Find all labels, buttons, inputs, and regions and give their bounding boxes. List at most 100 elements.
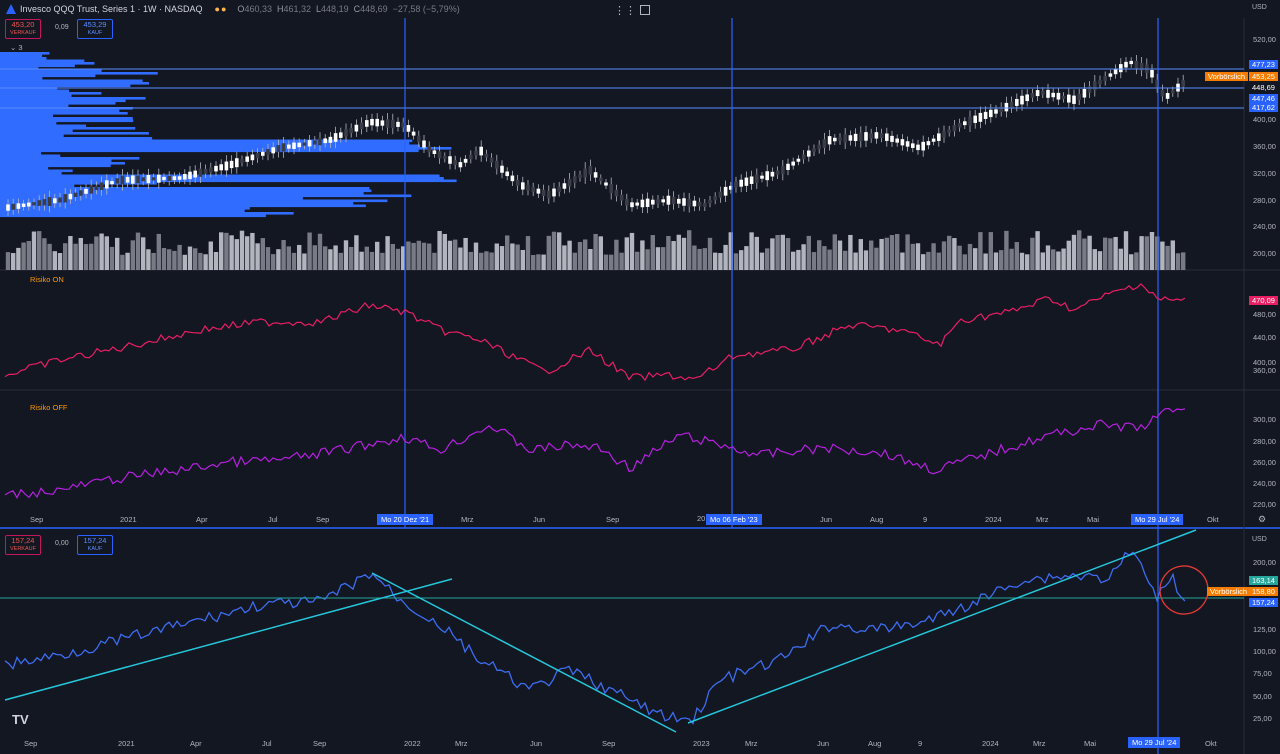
fullscreen-icon[interactable] — [638, 3, 652, 17]
candle-body — [1046, 89, 1050, 98]
currency-label[interactable]: USD — [1252, 4, 1267, 11]
candle-body — [895, 138, 899, 143]
volume-bar — [245, 236, 250, 270]
crosshair-date: Mo 29 Jul '24 — [1131, 514, 1184, 525]
volume-bar — [609, 254, 614, 270]
volume-bar — [1160, 241, 1165, 270]
volume-bar — [671, 241, 676, 270]
axis-tick-label: 2024 — [985, 515, 1002, 524]
candle-body — [183, 174, 187, 180]
candle-body — [47, 197, 52, 206]
bottom-crosshair-date: Mo 29 Jul '24 — [1128, 737, 1181, 748]
volume-bar — [697, 248, 702, 270]
volume-bar — [130, 240, 135, 270]
axis-tick-label: Mrz — [455, 739, 468, 748]
volume-bar — [759, 252, 765, 270]
volume-bar — [1025, 254, 1030, 270]
candle-body — [266, 148, 270, 156]
volume-bar — [1030, 237, 1035, 270]
axis-tick-label: 260,00 — [1253, 458, 1276, 467]
bottom-sell-button[interactable]: 157,24 VERKAUF — [5, 535, 41, 555]
volume-bar — [369, 251, 375, 270]
candle-body — [744, 177, 749, 186]
volume-bar — [63, 243, 68, 270]
indicators-toggle[interactable]: ⌄ 3 — [10, 43, 23, 52]
trendline-down[interactable] — [371, 572, 677, 733]
volume-bar — [21, 242, 26, 270]
market-status-icon[interactable]: ●● — [214, 4, 228, 14]
axis-tick-label: Jun — [820, 515, 833, 524]
bottom-buy-button[interactable]: 157,24 KAUF — [77, 535, 113, 555]
volume-profile-bar — [0, 62, 95, 65]
volume-profile-bar — [0, 109, 120, 113]
candle-body — [755, 174, 759, 183]
symbol-title[interactable]: Invesco QQQ Trust, Series 1 · 1W · NASDA… — [20, 4, 203, 14]
candle-body — [1098, 79, 1102, 85]
volume-bar — [302, 253, 307, 270]
volume-bar — [889, 235, 895, 270]
volume-bar — [1009, 248, 1014, 270]
candle-body — [271, 147, 275, 154]
candle-body — [1009, 101, 1014, 108]
premarket-label: Vorbörslich — [1205, 72, 1249, 81]
axis-tick-label: Mrz — [461, 515, 474, 524]
volume-bar — [598, 236, 603, 270]
premarket-price: 453,25 — [1249, 72, 1278, 81]
volume-profile-bar — [0, 72, 158, 75]
candle-body — [536, 188, 541, 194]
volume-profile-bar — [0, 157, 140, 160]
bottom-currency[interactable]: USD — [1252, 536, 1267, 543]
volume-profile-bar — [0, 174, 440, 178]
highlight-circle[interactable] — [1156, 562, 1212, 618]
candle-body — [968, 116, 972, 126]
bottom-spread: 0,00 — [55, 540, 69, 547]
volume-bar — [1165, 245, 1170, 270]
settings-gear-icon[interactable]: ⚙ — [1258, 514, 1267, 524]
sell-button[interactable]: 453,20 VERKAUF — [5, 19, 41, 39]
volume-bar — [567, 240, 572, 270]
volume-bar — [385, 236, 390, 270]
volume-bar — [629, 232, 635, 270]
candle-body — [609, 184, 613, 194]
candle-body — [354, 124, 359, 132]
candle-body — [656, 199, 660, 204]
candle-body — [68, 193, 73, 200]
candle-body — [931, 138, 936, 142]
trendline-up-1[interactable] — [4, 578, 453, 701]
candle-body — [193, 170, 197, 178]
volume-bar — [135, 232, 141, 270]
candle-body — [1155, 79, 1159, 88]
axis-tick-label: 9 — [923, 515, 928, 524]
candle-body — [879, 133, 884, 138]
candle-body — [6, 204, 10, 211]
buy-button[interactable]: 453,29 KAUF — [77, 19, 113, 39]
candle-body — [453, 160, 457, 166]
axis-tick-label: 220,00 — [1253, 500, 1276, 509]
volume-profile-bar — [0, 132, 149, 135]
volume-bar — [525, 236, 531, 270]
candle-body — [1108, 73, 1113, 77]
drag-handle-icon[interactable]: ⋮⋮ — [614, 4, 636, 17]
candle-body — [807, 150, 811, 157]
volume-bar — [1155, 236, 1160, 270]
candle-body — [833, 137, 837, 142]
volume-profile-bar — [0, 172, 62, 175]
candle-body — [21, 203, 26, 208]
volume-bar — [557, 232, 562, 270]
trendline-up-2[interactable] — [687, 529, 1197, 724]
volume-bar — [333, 245, 338, 270]
volume-bar — [801, 244, 806, 270]
volume-bar — [1056, 251, 1061, 270]
volume-bar — [187, 246, 193, 270]
volume-profile-bar — [0, 59, 85, 63]
candle-body — [822, 139, 827, 148]
axis-tick-label: 400,00 — [1253, 358, 1276, 367]
axis-tick-label: 300,00 — [1253, 415, 1276, 424]
candle-body — [276, 145, 281, 153]
axis-tick-label: 360,00 — [1253, 142, 1276, 151]
volume-bar — [520, 249, 525, 270]
volume-bar — [655, 247, 661, 270]
tradingview-logo[interactable]: TV — [12, 712, 29, 727]
volume-profile-bar — [0, 92, 102, 95]
